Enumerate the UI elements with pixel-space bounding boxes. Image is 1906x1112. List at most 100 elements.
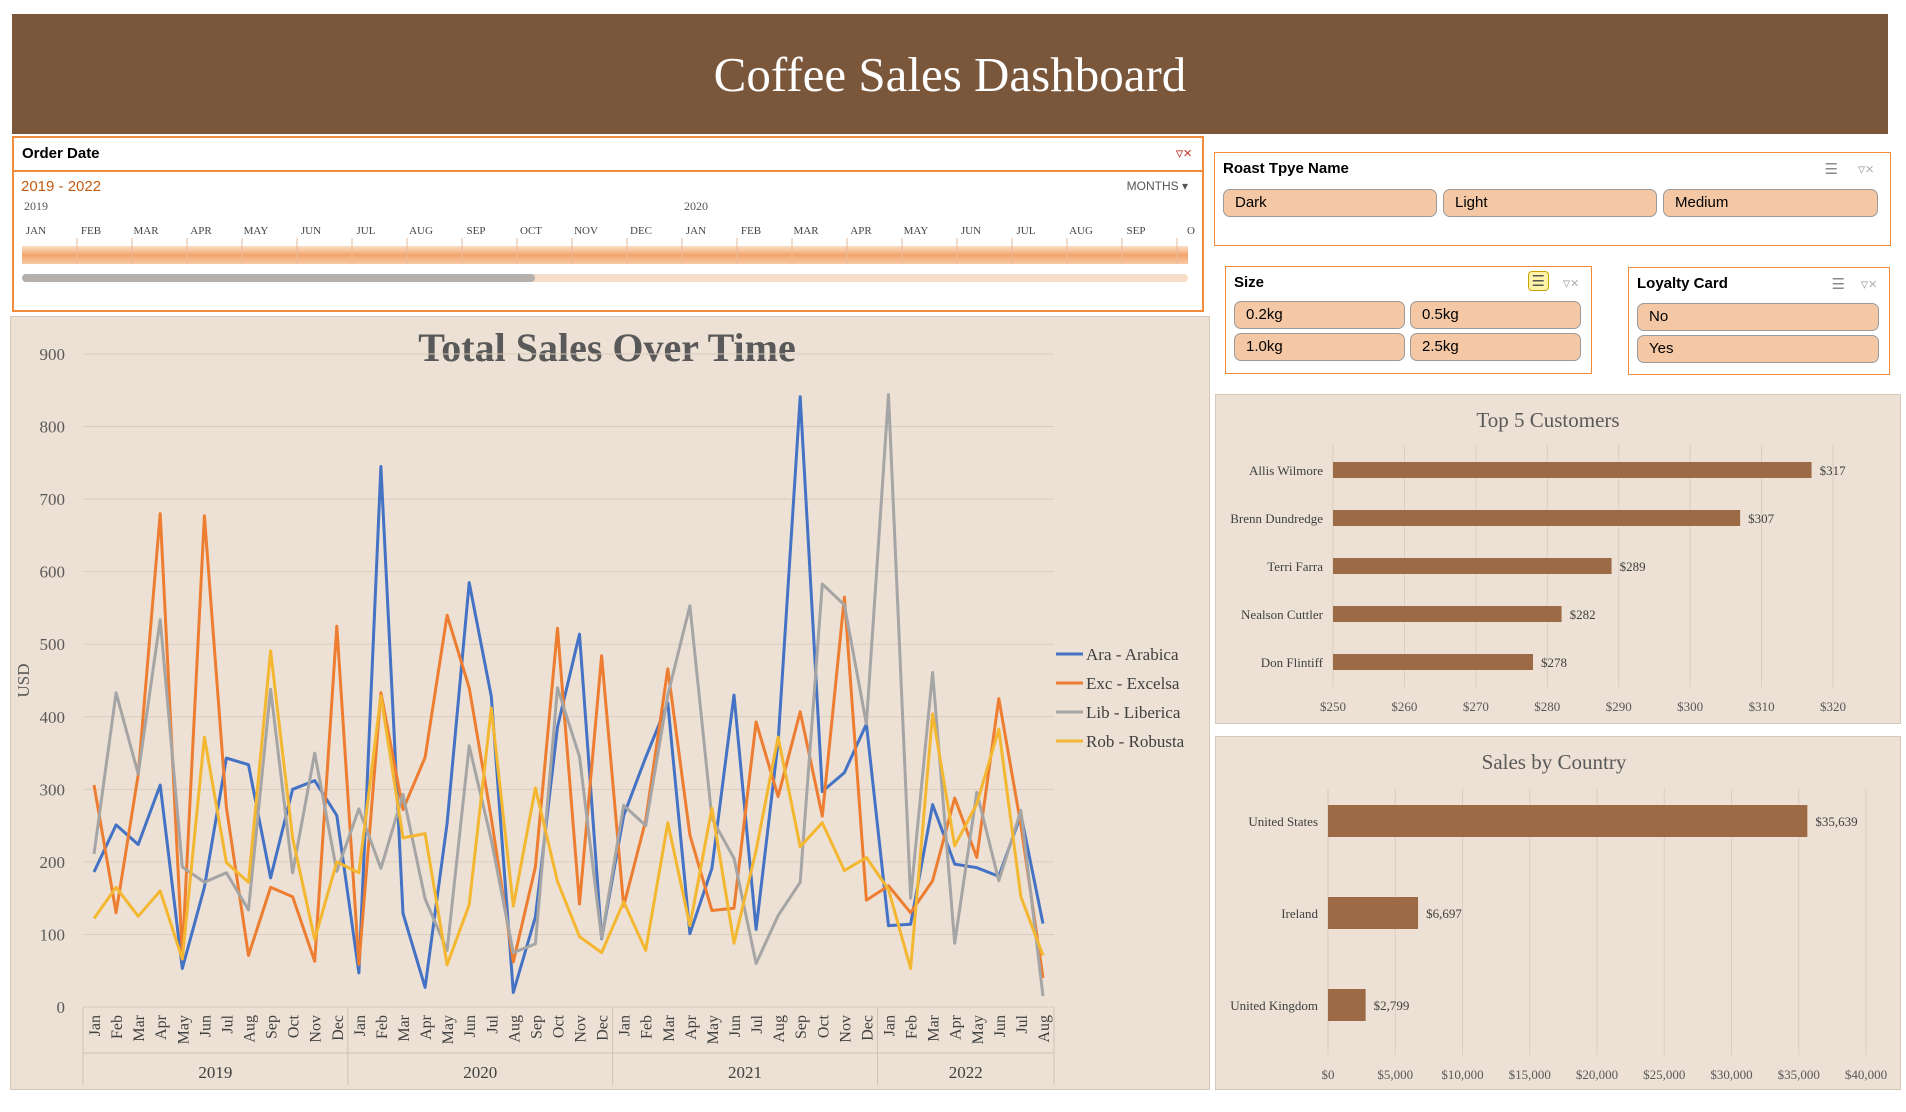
x-tick-label: Sep [264,1015,281,1039]
x-tick-label: Oct [815,1014,832,1038]
timeline-month-label: MAR [133,225,159,237]
y-axis-label: USD [14,663,33,697]
clear-filter-icon[interactable]: ▿× [1562,275,1579,292]
x-tick-label: Jun [992,1015,1009,1037]
bar [1328,989,1366,1021]
top-customers-svg: Top 5 Customers $250 $260 $270 $280 $290 $300 $… [1230,408,1847,714]
x-tick-label: Aug [1036,1015,1053,1043]
timeline-month-label: JAN [686,225,706,237]
roast-chip-light[interactable]: Light [1443,189,1657,217]
legend-label: Rob - Robusta [1086,732,1185,751]
x-tick-label: Mar [131,1014,148,1041]
timeline-year-label: 2019 [24,200,48,213]
chart-title: Total Sales Over Time [418,325,795,370]
timeline-unit-dropdown[interactable]: MONTHS ▾ [1127,179,1188,193]
clear-filter-icon[interactable]: ▿× [1175,145,1192,162]
size-chip-2-5kg[interactable]: 2.5kg [1410,333,1581,361]
category-label: Allis Wilmore [1249,463,1323,478]
data-label: $317 [1820,463,1847,478]
loyalty-slicer-title: Loyalty Card [1637,275,1728,292]
top-customers-chart: Top 5 Customers $250 $260 $270 $280 $290 $300 $… [1215,394,1901,724]
x-year-label: 2022 [949,1063,983,1082]
roast-chip-medium[interactable]: Medium [1663,189,1878,217]
x-tick-label: Nov [837,1015,854,1043]
x-tick-label: Apr [153,1014,170,1040]
timeline-month-label: MAY [244,225,269,237]
bar [1333,558,1612,574]
timeline-range: 2019 - 2022 [21,178,102,195]
multi-select-icon[interactable]: ☰ [1527,271,1549,291]
x-year-label: 2020 [463,1063,497,1082]
clear-filter-icon[interactable]: ▿× [1860,276,1877,293]
timeline-strip[interactable]: 2019 2020 JAN FEB MAR APR MAY JUN JUL AUG SEP OCT NO… [14,200,1202,312]
timeline-month-label: NOV [574,225,598,237]
x-tick-label: Sep [793,1015,810,1039]
x-tick-label: Jul [749,1014,766,1033]
x-tick-label: Nov [308,1015,325,1043]
timeline-scroll-thumb[interactable] [22,274,536,282]
timeline-month-label: MAR [793,225,819,237]
timeline-month-label: DEC [630,225,652,237]
x-tick-label: Sep [528,1015,545,1039]
legend-label: Exc - Excelsa [1086,674,1180,693]
x-tick-label: Nov [573,1015,590,1043]
timeline-month-label: O [1187,225,1195,237]
y-tick-label: 900 [40,345,66,364]
timeline-month-label: MAY [904,225,929,237]
x-tick-label: Apr [948,1014,965,1040]
category-label: United States [1248,814,1318,829]
x-tick-label: Jul [219,1014,236,1033]
data-label: $282 [1570,607,1596,622]
loyalty-card-slicer[interactable]: Loyalty Card ☰ ▿× No Yes [1628,267,1890,375]
x-tick-label: May [705,1015,722,1044]
roast-type-slicer[interactable]: Roast Tpye Name ☰ ▿× Dark Light Medium [1214,152,1891,246]
bar [1328,805,1808,837]
chevron-down-icon: ▾ [1181,179,1188,193]
legend-label: Ara - Arabica [1086,645,1179,664]
x-tick-label: Jan [87,1015,104,1036]
x-tick-label: Aug [506,1015,523,1043]
x-tick-label: Feb [639,1015,656,1039]
size-chip-0-5kg[interactable]: 0.5kg [1410,301,1581,329]
data-label: $278 [1541,655,1567,670]
x-tick-label: $320 [1820,699,1846,714]
x-tick-label: $10,000 [1441,1067,1483,1082]
size-chip-1-0kg[interactable]: 1.0kg [1234,333,1405,361]
timeline-month-label: AUG [409,225,433,237]
x-tick-label: $5,000 [1377,1067,1413,1082]
x-tick-label: Oct [550,1014,567,1038]
order-date-timeline[interactable]: Order Date ▿× 2019 - 2022 MONTHS ▾ 2019 2… [12,136,1204,312]
category-label: Terri Farra [1267,559,1323,574]
x-tick-label: Dec [595,1015,612,1041]
roast-chip-dark[interactable]: Dark [1223,189,1437,217]
y-tick-label: 600 [40,563,66,582]
size-slicer-title: Size [1234,274,1265,291]
x-tick-label: $15,000 [1509,1067,1551,1082]
bar [1328,897,1419,929]
chart-title: Sales by Country [1482,750,1627,774]
loyalty-chip-yes[interactable]: Yes [1637,335,1879,363]
x-tick-label: Jul [484,1014,501,1033]
timeline-month-label: JUN [301,225,321,237]
multi-select-icon[interactable]: ☰ [1824,161,1838,178]
timeline-month-label: SEP [467,225,486,237]
x-tick-label: Mar [661,1014,678,1041]
bar [1333,462,1812,478]
multi-select-icon[interactable]: ☰ [1831,276,1845,293]
dashboard-title: Coffee Sales Dashboard [713,46,1187,102]
series-line-exc [92,512,1045,979]
x-tick-label: $35,000 [1778,1067,1820,1082]
timeline-unit-label: MONTHS [1126,179,1179,193]
category-label: Ireland [1281,906,1318,921]
bar [1333,654,1533,670]
x-tick-label: Mar [396,1014,413,1041]
size-chip-0-2kg[interactable]: 0.2kg [1234,301,1405,329]
bar [1333,606,1562,622]
y-tick-label: 0 [57,998,66,1017]
loyalty-chip-no[interactable]: No [1637,303,1879,331]
clear-filter-icon[interactable]: ▿× [1857,161,1874,178]
timeline-month-label: FEB [81,225,101,237]
size-slicer[interactable]: Size ☰ ▿× 0.2kg 0.5kg 1.0kg 2.5kg [1225,266,1592,374]
x-tick-label: $20,000 [1576,1067,1618,1082]
dashboard-header: Coffee Sales Dashboard [12,14,1888,134]
